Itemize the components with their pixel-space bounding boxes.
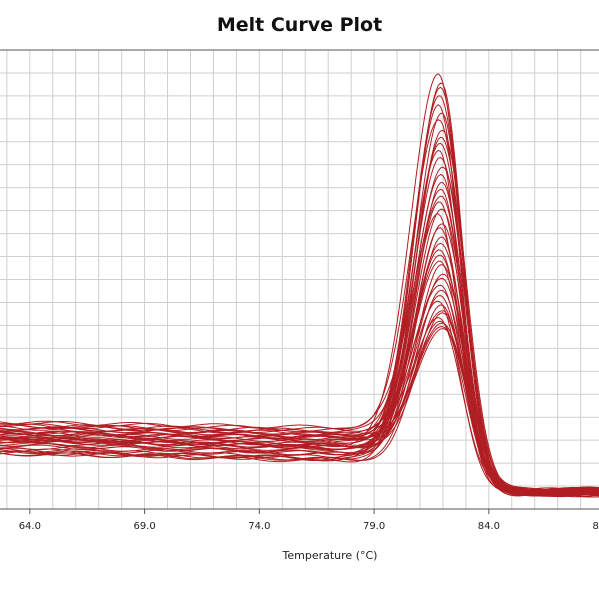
x-tick-label: 89.0 — [592, 521, 599, 532]
x-axis-label: Temperature (°C) — [282, 549, 378, 562]
melt-curve-series — [0, 236, 599, 496]
curve-layer — [0, 73, 599, 498]
melt-curve-series — [0, 82, 599, 493]
melt-curve-series — [0, 320, 599, 495]
x-tick-label: 64.0 — [19, 521, 41, 532]
melt-curve-series — [0, 260, 599, 492]
x-tick-label: 84.0 — [478, 521, 500, 532]
x-tick-label: 79.0 — [363, 521, 385, 532]
melt-curve-series — [0, 129, 599, 496]
melt-curve-series — [0, 304, 599, 495]
melt-curve-series — [0, 312, 599, 495]
axis-layer: 64.0 69.0 74.0 79.0 84.0 89.0 — [0, 49, 599, 532]
melt-curve-series — [0, 136, 599, 494]
melt-curve-series — [0, 182, 599, 497]
melt-curve-series — [0, 322, 599, 497]
melt-curve-series — [0, 104, 599, 496]
melt-curve-series — [0, 310, 599, 494]
x-tick-label: 74.0 — [248, 521, 270, 532]
melt-curve-series — [0, 73, 599, 495]
x-tick-label: 69.0 — [133, 521, 155, 532]
melt-curve-series — [0, 86, 599, 493]
chart-title: Melt Curve Plot — [216, 14, 383, 36]
melt-curve-series — [0, 326, 599, 492]
melt-curve-series — [0, 277, 599, 498]
melt-curve-series — [0, 317, 599, 492]
melt-curve-series — [0, 254, 599, 498]
melt-curve-series — [0, 289, 599, 494]
melt-curve-series — [0, 300, 599, 495]
melt-curve-series — [0, 328, 599, 494]
